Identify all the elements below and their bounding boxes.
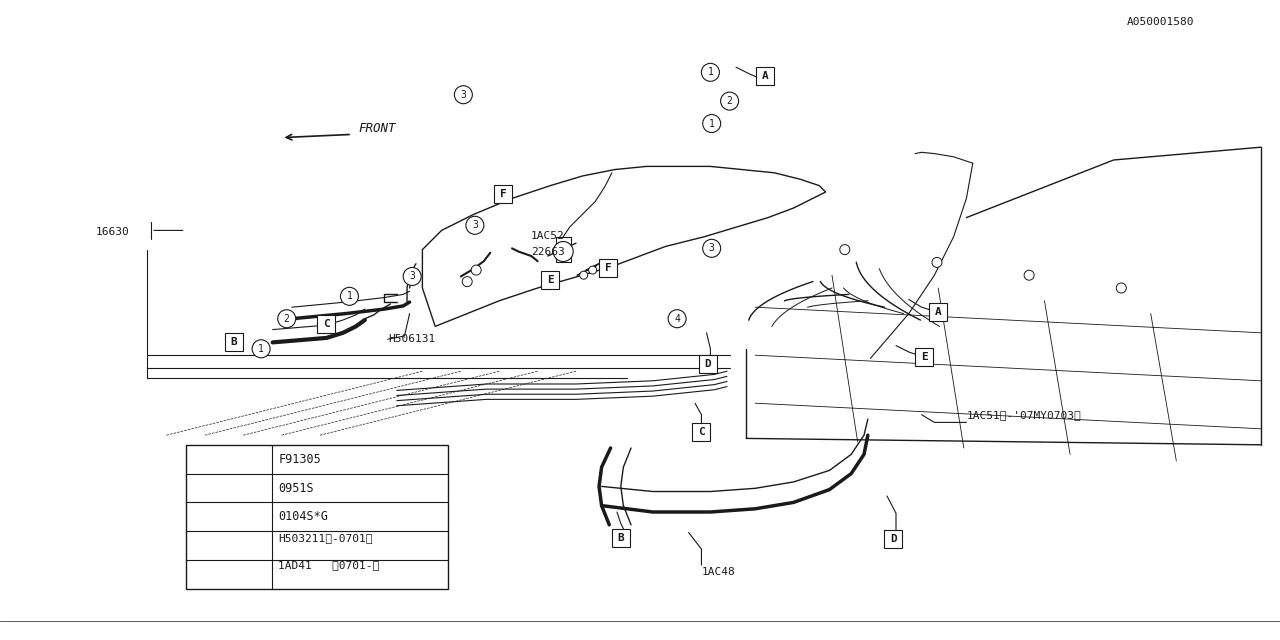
Text: C: C: [323, 319, 330, 330]
Text: D: D: [890, 534, 897, 544]
Circle shape: [466, 216, 484, 234]
Circle shape: [932, 257, 942, 268]
Text: 2: 2: [225, 481, 233, 495]
Circle shape: [580, 271, 588, 279]
Text: E: E: [547, 275, 554, 285]
Circle shape: [219, 449, 239, 469]
FancyBboxPatch shape: [884, 530, 902, 548]
FancyBboxPatch shape: [756, 67, 774, 84]
Circle shape: [553, 241, 573, 262]
Text: 1AC52: 1AC52: [531, 230, 564, 241]
Text: 0951S: 0951S: [278, 481, 314, 495]
Text: F: F: [604, 262, 612, 273]
Text: FRONT: FRONT: [358, 122, 396, 134]
Text: 1AD41   ＜0701-＞: 1AD41 ＜0701-＞: [278, 560, 379, 570]
Circle shape: [462, 276, 472, 287]
Text: D: D: [704, 358, 712, 369]
Circle shape: [1024, 270, 1034, 280]
FancyBboxPatch shape: [599, 259, 617, 276]
Circle shape: [403, 268, 421, 285]
Circle shape: [454, 86, 472, 104]
Text: 16630: 16630: [96, 227, 129, 237]
FancyBboxPatch shape: [929, 303, 947, 321]
Text: H506131: H506131: [388, 334, 435, 344]
FancyBboxPatch shape: [541, 271, 559, 289]
Circle shape: [471, 265, 481, 275]
Circle shape: [278, 310, 296, 328]
Text: A: A: [934, 307, 942, 317]
Text: 1: 1: [708, 67, 713, 77]
Circle shape: [252, 340, 270, 358]
Text: 1: 1: [259, 344, 264, 354]
Circle shape: [703, 239, 721, 257]
Text: 3: 3: [709, 243, 714, 253]
FancyBboxPatch shape: [225, 333, 243, 351]
Circle shape: [703, 115, 721, 132]
Circle shape: [721, 92, 739, 110]
Text: 1: 1: [225, 452, 233, 466]
Text: 1AC48: 1AC48: [701, 566, 735, 577]
Circle shape: [668, 310, 686, 328]
Text: A: A: [762, 70, 769, 81]
Text: 4: 4: [225, 539, 233, 552]
Text: E: E: [920, 352, 928, 362]
FancyBboxPatch shape: [699, 355, 717, 372]
Circle shape: [701, 63, 719, 81]
Circle shape: [1116, 283, 1126, 293]
Text: 2: 2: [284, 314, 289, 324]
Text: A050001580: A050001580: [1126, 17, 1194, 28]
Circle shape: [219, 478, 239, 498]
Text: 1AC51＜-'07MY0703＞: 1AC51＜-'07MY0703＞: [966, 410, 1082, 420]
Text: H503211＜-0701＞: H503211＜-0701＞: [278, 533, 372, 543]
FancyBboxPatch shape: [317, 316, 335, 333]
Text: 3: 3: [472, 220, 477, 230]
Text: F: F: [499, 189, 507, 199]
Text: 1: 1: [709, 118, 714, 129]
Circle shape: [340, 287, 358, 305]
Text: 4: 4: [675, 314, 680, 324]
Text: F91305: F91305: [278, 452, 321, 466]
FancyBboxPatch shape: [915, 348, 933, 366]
Text: C: C: [698, 427, 705, 437]
FancyBboxPatch shape: [186, 445, 448, 589]
Text: 0104S*G: 0104S*G: [278, 510, 328, 524]
FancyBboxPatch shape: [612, 529, 630, 547]
Circle shape: [840, 244, 850, 255]
Text: 3: 3: [461, 90, 466, 100]
Polygon shape: [422, 166, 826, 326]
Text: B: B: [617, 532, 625, 543]
Text: 22663: 22663: [531, 246, 564, 257]
Text: B: B: [230, 337, 238, 348]
FancyBboxPatch shape: [692, 423, 710, 441]
FancyBboxPatch shape: [494, 185, 512, 203]
Circle shape: [219, 507, 239, 527]
Circle shape: [209, 525, 250, 566]
Text: 1: 1: [347, 291, 352, 301]
Circle shape: [589, 266, 596, 274]
Text: 3: 3: [410, 271, 415, 282]
Text: 2: 2: [727, 96, 732, 106]
Text: 3: 3: [225, 510, 233, 524]
